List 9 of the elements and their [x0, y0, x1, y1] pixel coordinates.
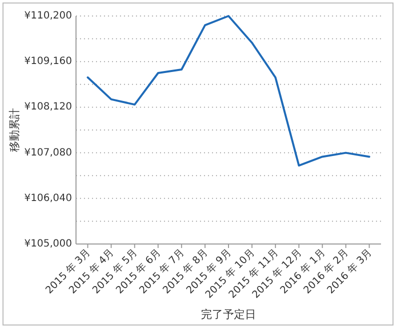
- x-axis-title: 完了予定日: [201, 308, 256, 321]
- y-axis-title: 移動累計: [8, 108, 21, 152]
- y-tick-label: ¥107,080: [24, 147, 72, 158]
- y-tick-label: ¥110,200: [24, 10, 72, 22]
- y-tick-label: ¥109,160: [24, 56, 72, 68]
- y-tick-label: ¥108,120: [24, 102, 72, 113]
- line-series: [86, 15, 370, 167]
- y-tick-label: ¥105,000: [24, 238, 72, 250]
- y-tick-label: ¥106,040: [24, 192, 72, 204]
